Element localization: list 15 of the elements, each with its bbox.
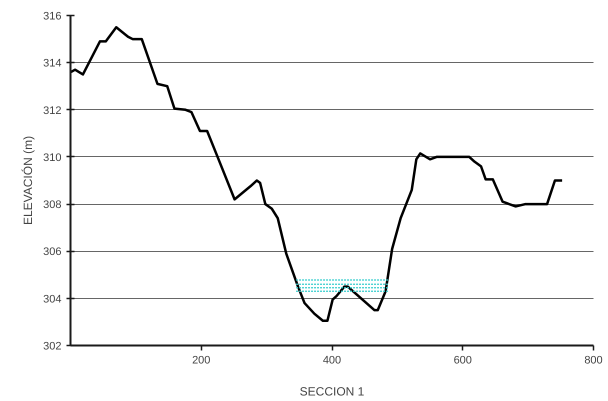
y-tick-label: 314 xyxy=(43,58,62,70)
y-tick-label: 302 xyxy=(43,340,62,352)
y-tick-label: 312 xyxy=(43,104,62,117)
y-tick-label: 310 xyxy=(43,152,62,164)
y-tick-label: 316 xyxy=(43,10,62,22)
y-axis-title: ELEVACIÓN (m) xyxy=(21,136,36,226)
x-tick-label: 800 xyxy=(584,354,603,366)
line-series xyxy=(70,26,564,322)
x-tick-label: 400 xyxy=(322,354,342,366)
x-tick-label: 200 xyxy=(192,354,210,366)
y-tick-label: 306 xyxy=(43,246,62,258)
y-tick-label: 308 xyxy=(43,199,62,212)
x-axis-title: SECCION 1 xyxy=(300,384,365,398)
x-tick-label: 600 xyxy=(454,354,472,366)
y-tick-label: 304 xyxy=(43,293,62,306)
